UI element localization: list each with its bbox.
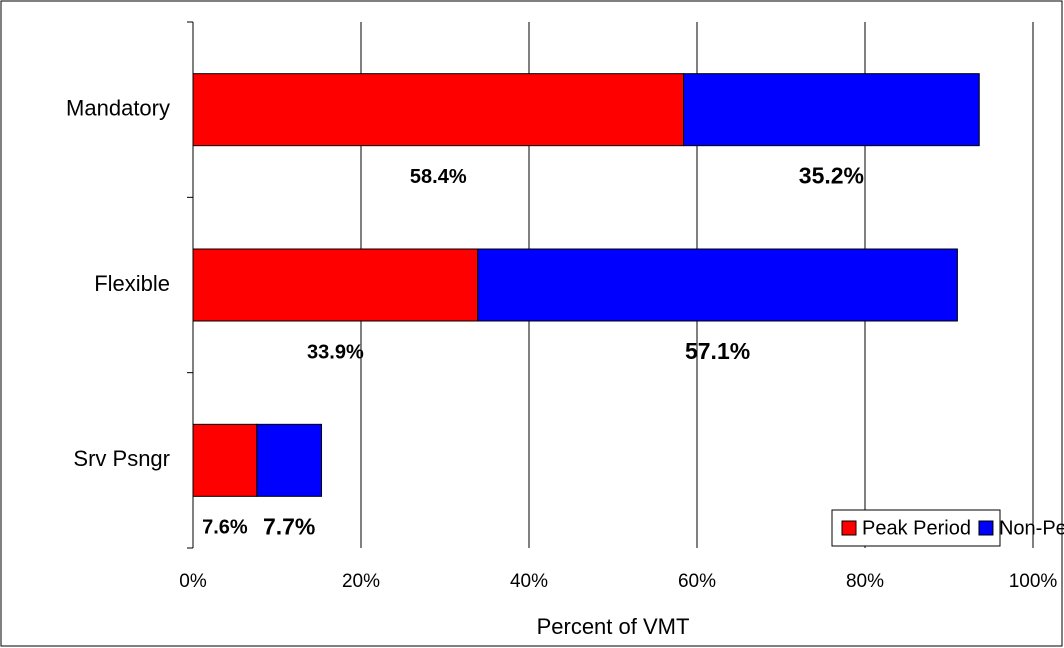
data-label: 7.6% — [202, 517, 248, 539]
data-label: 35.2% — [799, 163, 864, 189]
legend-swatch — [841, 520, 857, 536]
data-label: 58.4% — [410, 166, 467, 188]
legend: Peak Period Non-Peak — [831, 509, 1064, 547]
y-tick-label: Mandatory — [66, 95, 170, 120]
y-tick-label: Flexible — [94, 271, 170, 296]
bar-segment — [192, 423, 258, 497]
x-tick-label: 40% — [510, 571, 548, 592]
data-label: 57.1% — [685, 338, 750, 364]
legend-label: Peak Period — [862, 517, 971, 539]
x-axis-label: Percent of VMT — [537, 614, 690, 639]
data-label: 33.9% — [307, 341, 364, 363]
x-tick-label: 60% — [678, 571, 716, 592]
x-tick-label: 20% — [342, 571, 380, 592]
bar-segment — [256, 423, 323, 497]
bar-segment — [192, 73, 685, 147]
x-tick-label: 100% — [1009, 571, 1058, 592]
bar-segment — [683, 73, 980, 147]
legend-label: Non-Peak — [999, 517, 1064, 539]
bar-segment — [477, 248, 958, 322]
x-tick-label: 0% — [179, 571, 207, 592]
bar-segment — [192, 248, 479, 322]
y-tick-label: Srv Psngr — [73, 446, 170, 471]
x-tick-label: 80% — [846, 571, 884, 592]
data-label: 7.7% — [263, 513, 315, 539]
legend-box — [831, 509, 1001, 547]
legend-swatch — [978, 520, 994, 536]
